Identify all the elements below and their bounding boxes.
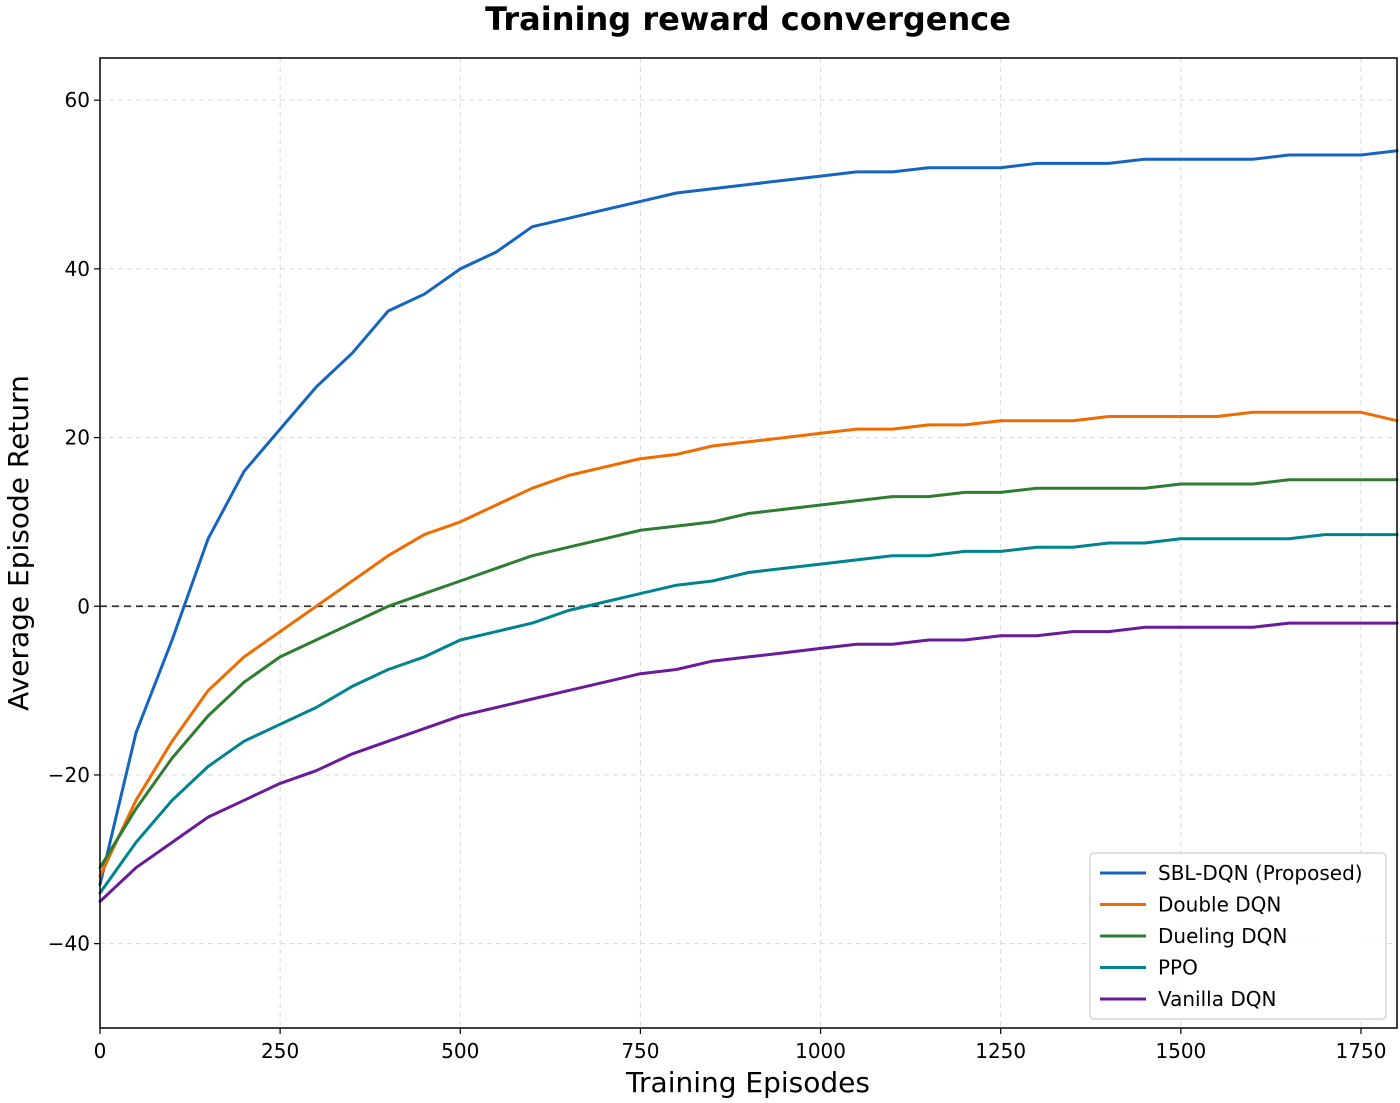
x-tick-label: 500 [441,1039,479,1063]
x-tick-label: 1500 [1155,1039,1206,1063]
series-line [98,149,1399,887]
y-tick-label: 40 [65,257,90,281]
x-tick-label: 0 [94,1039,107,1063]
series-line [98,533,1399,895]
series-line [98,621,1399,903]
legend-box [1089,852,1387,1020]
x-tick-label: 750 [621,1039,659,1063]
series-line [98,478,1399,870]
axis-ticks: 0 250 500 750 1000 1250 1500 1750 −40 −20 0 20 40 60 [48,88,1387,1063]
x-tick-label: 1000 [795,1039,846,1063]
y-tick-label: −40 [48,932,90,956]
x-tick-label: 1750 [1336,1039,1387,1063]
y-tick-label: 60 [65,88,90,112]
legend: SBL-DQN (Proposed) Double DQN Dueling DQN P… [1089,852,1387,1020]
legend-label: Double DQN [1158,893,1281,917]
y-tick-label: −20 [48,763,90,787]
y-tick-label: 20 [65,426,90,450]
series-lines [98,149,1399,903]
x-tick-label: 1250 [975,1039,1026,1063]
legend-label: PPO [1158,956,1198,980]
y-tick-label: 0 [77,594,90,618]
series-line [98,410,1399,878]
x-axis-title: Training Episodes [625,1066,870,1099]
x-tick-label: 250 [261,1039,299,1063]
y-axis-title: Average Episode Return [2,375,35,711]
plot-frame [99,57,1398,1029]
legend-label: Vanilla DQN [1158,987,1276,1011]
chart-title: Training reward convergence [485,0,1011,38]
legend-label: Dueling DQN [1158,924,1287,948]
legend-label: SBL-DQN (Proposed) [1158,861,1363,885]
